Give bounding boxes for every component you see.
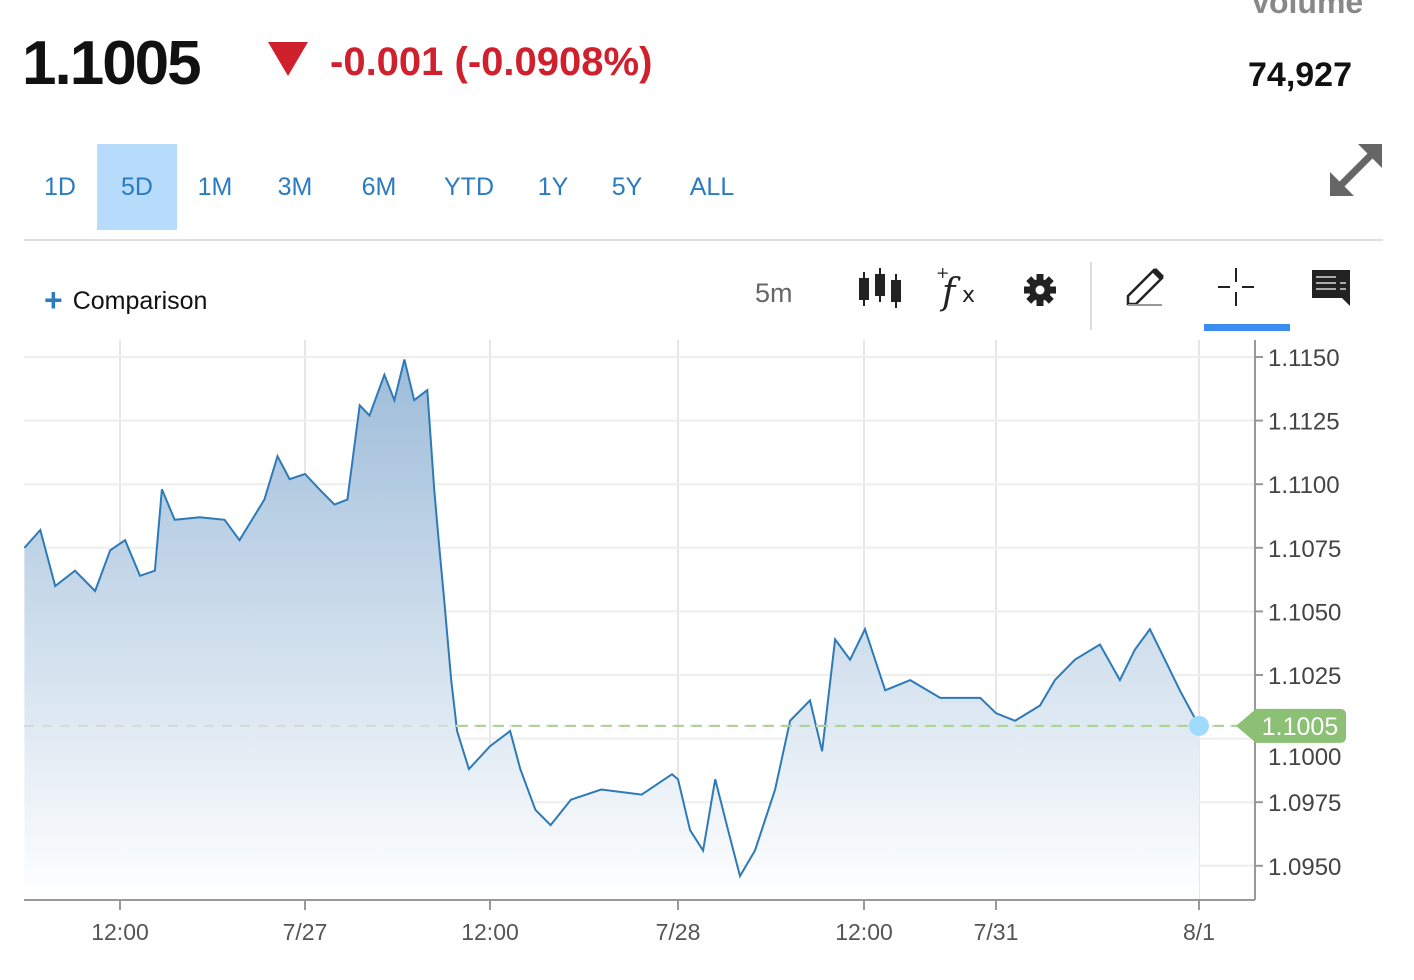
y-tick-label: 1.1025 — [1268, 663, 1341, 690]
indicator-fx-icon[interactable]: + f x — [934, 264, 982, 312]
last-price: 1.1005 — [22, 29, 202, 98]
last-price-badge — [1236, 708, 1346, 743]
y-tick-label: 1.1100 — [1268, 472, 1340, 499]
x-tick-label: 12:00 — [461, 919, 519, 945]
x-tick-label: 7/28 — [656, 919, 701, 945]
range-ytd[interactable]: YTD — [444, 173, 494, 201]
pencil-icon[interactable] — [1122, 264, 1170, 312]
plus-icon: + — [44, 282, 63, 318]
y-tick-label: 1.1075 — [1268, 536, 1341, 563]
candlestick-icon[interactable] — [856, 264, 904, 312]
x-tick-label: 8/1 — [1183, 919, 1215, 945]
range-all[interactable]: ALL — [689, 173, 735, 201]
last-price-badge-label: 1.1005 — [1262, 713, 1338, 741]
y-tick-label: 1.1150 — [1268, 345, 1340, 372]
range-5y[interactable]: 5Y — [611, 173, 643, 201]
volume-value: 74,927 — [1248, 56, 1352, 94]
x-tick-label: 7/27 — [283, 919, 328, 945]
comparison-button[interactable]: + Comparison — [44, 282, 207, 319]
x-tick-label: 7/31 — [974, 919, 1019, 945]
toolbar-separator — [1090, 262, 1092, 330]
crosshair-icon[interactable] — [1212, 264, 1260, 312]
x-tick-label: 12:00 — [835, 919, 893, 945]
comment-icon[interactable] — [1308, 264, 1356, 312]
range-3m[interactable]: 3M — [277, 173, 313, 201]
price-area — [24, 359, 1199, 900]
y-tick-label: 1.0975 — [1268, 790, 1341, 817]
gear-icon[interactable] — [1016, 264, 1064, 312]
y-tick-label: 1.1000 — [1268, 744, 1341, 771]
range-5d[interactable]: 5D — [97, 144, 177, 230]
expand-icon[interactable] — [1328, 142, 1384, 198]
range-1m[interactable]: 1M — [197, 173, 233, 201]
divider — [24, 239, 1383, 241]
svg-text:+: + — [936, 264, 949, 282]
y-tick-label: 1.1050 — [1268, 599, 1341, 626]
interval-selector[interactable]: 5m — [755, 278, 793, 308]
volume-label: Volume — [1250, 0, 1364, 20]
range-1y[interactable]: 1Y — [537, 173, 569, 201]
last-point-marker — [1189, 715, 1209, 736]
active-tool-indicator — [1204, 324, 1290, 331]
range-1d[interactable]: 1D — [44, 173, 76, 201]
svg-text:x: x — [962, 283, 975, 308]
x-tick-label: 12:00 — [91, 919, 149, 945]
range-6m[interactable]: 6M — [361, 173, 397, 201]
comparison-label: Comparison — [72, 287, 208, 315]
y-tick-label: 1.0950 — [1268, 854, 1341, 881]
y-tick-label: 1.1125 — [1268, 409, 1340, 436]
price-change: -0.001 (-0.0908%) — [330, 40, 653, 84]
down-arrow-icon — [268, 42, 308, 76]
